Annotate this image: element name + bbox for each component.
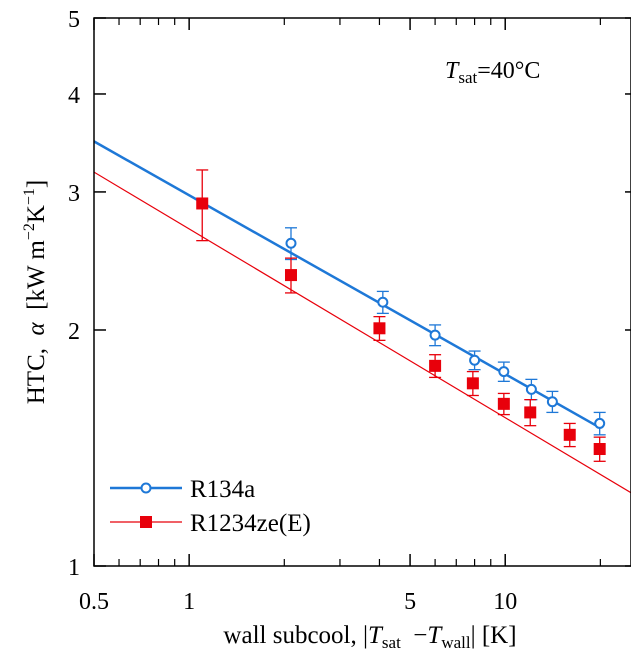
y-axis-title: HTC, α [kW m−2K−1] (21, 180, 50, 405)
point-r134a (546, 396, 558, 408)
data-points (196, 169, 606, 462)
point-r134a (525, 383, 537, 395)
fit-line-r1234ze (94, 171, 631, 494)
y-tick-label: 3 (68, 181, 80, 207)
x-tick-label: 10 (493, 589, 517, 615)
x-axis-title: wall subcool, |Tsat −Twall| [K] (223, 622, 516, 652)
fit-lines (94, 140, 631, 494)
annotation-tsat: Tsat=40°C (445, 58, 540, 87)
point-r1234ze (497, 397, 510, 410)
point-r134a (594, 417, 606, 429)
legend-label-r134a: R134a (190, 476, 255, 503)
point-r134a (429, 329, 441, 341)
point-r134a (377, 296, 389, 308)
plot-frame (93, 17, 631, 567)
x-tick-label: 1 (183, 589, 195, 615)
point-r1234ze (563, 428, 576, 441)
point-r134a (469, 354, 481, 366)
x-tick-label: 0.5 (79, 589, 109, 615)
x-tick-label: 5 (404, 589, 416, 615)
legend-marker-r134a (140, 482, 152, 494)
point-r1234ze (196, 197, 209, 210)
point-r1234ze (429, 359, 442, 372)
legend: R134a R1234ze(E) (110, 476, 311, 537)
point-r134a (498, 366, 510, 378)
y-tick-label: 2 (68, 319, 80, 345)
point-r1234ze (373, 322, 386, 335)
y-tick-label: 4 (68, 83, 80, 109)
point-r134a (285, 237, 297, 249)
fit-line-r134a (94, 140, 601, 430)
point-r1234ze (593, 443, 606, 456)
point-r1234ze (524, 406, 537, 419)
y-tick-label: 5 (68, 7, 80, 33)
legend-label-r1234ze: R1234ze(E) (190, 510, 311, 537)
point-r1234ze (284, 269, 297, 282)
y-tick-label: 1 (68, 555, 80, 581)
legend-marker-r1234ze (140, 516, 152, 528)
tick-labels: 0.5 1 5 10 1 2 3 4 5 (68, 7, 517, 615)
point-r1234ze (466, 377, 479, 390)
